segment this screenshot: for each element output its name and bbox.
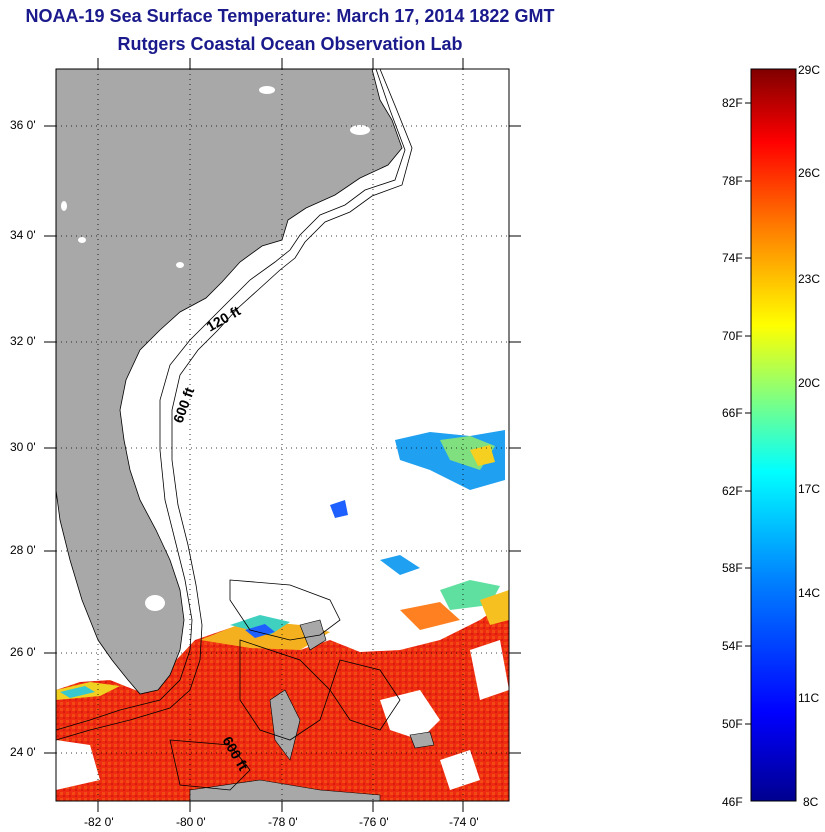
cloud-gap-1	[380, 690, 440, 740]
colorbar-f-82: 82F	[722, 96, 743, 110]
colorbar-c-14: 14C	[798, 586, 821, 600]
lat-label-30: 30 0'	[10, 440, 36, 454]
lat-label-24: 24 0'	[10, 745, 36, 759]
islands	[189, 619, 435, 801]
colorbar-f-62: 62F	[722, 484, 743, 498]
colorbar-c-8: 8C	[803, 795, 819, 809]
colorbar-ticks	[745, 102, 751, 725]
lon-label-82: -82 0'	[84, 815, 114, 829]
colorbar-c-17: 17C	[798, 482, 821, 496]
colorbar-f-50: 50F	[722, 717, 743, 731]
colorbar-c-26: 26C	[798, 166, 821, 180]
map-subtitle: Rutgers Coastal Ocean Observation Lab	[117, 34, 463, 54]
land-southeast-us	[56, 69, 403, 695]
cloud-gap-4	[470, 640, 509, 700]
colorbar-f-66: 66F	[722, 406, 743, 420]
map-title: NOAA-19 Sea Surface Temperature: March 1…	[25, 6, 555, 26]
axis-ticks	[44, 58, 521, 812]
colorbar-f-70: 70F	[722, 329, 743, 343]
lat-label-28: 28 0'	[10, 543, 36, 557]
lon-label-76: -76 0'	[359, 815, 389, 829]
map-grid	[56, 69, 509, 801]
colorbar-f-58: 58F	[722, 561, 743, 575]
lon-label-80: -80 0'	[176, 815, 206, 829]
cloud-gap-3	[56, 740, 100, 790]
sst-cool-patches	[56, 430, 509, 700]
cloud-gap-2	[440, 750, 480, 790]
lon-label-78: -78 0'	[268, 815, 298, 829]
colorbar-f-74: 74F	[722, 251, 743, 265]
colorbar	[750, 68, 797, 802]
map-panel: 120 ft 600 ft 600 ft	[56, 69, 509, 801]
inland-lakes	[61, 86, 370, 611]
lat-label-26: 26 0'	[10, 645, 36, 659]
lat-label-36: 36 0'	[10, 118, 36, 132]
colorbar-f-54: 54F	[722, 639, 743, 653]
colorbar-c-20: 20C	[798, 376, 821, 390]
colorbar-c-23: 23C	[798, 272, 821, 286]
lat-label-34: 34 0'	[10, 228, 36, 242]
colorbar-f-46: 46F	[722, 795, 743, 809]
colorbar-c-29: 29C	[798, 63, 821, 77]
lon-label-74: -74 0'	[449, 815, 479, 829]
colorbar-f-78: 78F	[722, 174, 743, 188]
lat-label-32: 32 0'	[10, 334, 36, 348]
colorbar-c-11: 11C	[798, 691, 820, 705]
